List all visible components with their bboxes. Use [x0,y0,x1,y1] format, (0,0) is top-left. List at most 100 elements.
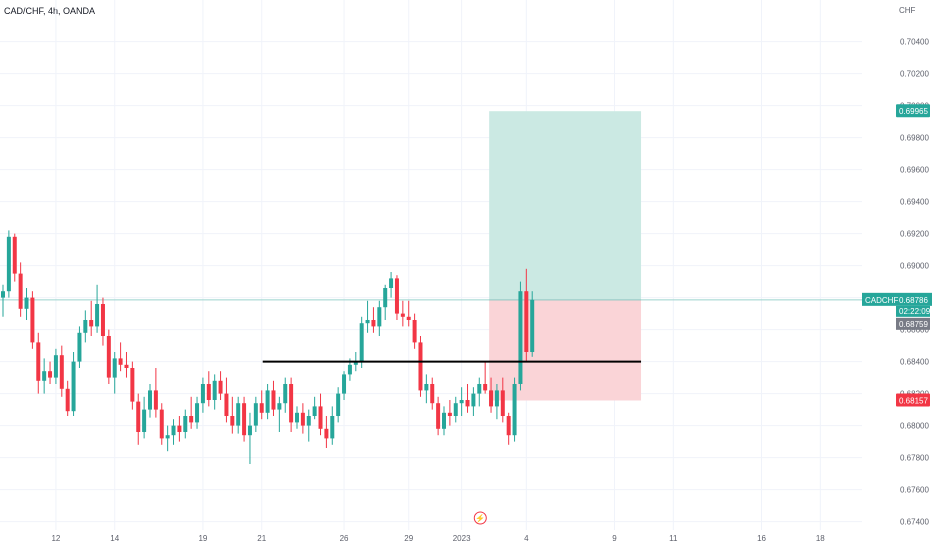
candle-body-down [12,236,17,274]
candle-body-up [148,390,152,410]
candle-body-up [42,371,47,381]
target-price-tag-bg [896,104,930,118]
candle-body-down [489,390,494,407]
candle-body-down [136,401,141,432]
candle-body-up [295,412,299,423]
candle-body-down [118,358,123,365]
candles-layer [1,230,535,464]
y-tick-label: 0.68000 [900,422,929,431]
candle-body-down [418,342,423,391]
candle-body-down [48,371,53,378]
candle-body-up [24,297,29,309]
countdown-tag-bg [896,305,930,317]
candle-body-down [100,304,105,336]
event-markers[interactable]: ⚡ [473,511,487,525]
candle-body-down [259,403,264,413]
candle-body-up [359,323,364,362]
time-axis[interactable]: 12 14 19 21 26 29 2023 4 9 11 16 18 [51,534,825,543]
candle-body-down [324,428,329,439]
grey-price-tag: 0.68759 [899,320,928,329]
grid-lines [0,0,862,530]
candle-body-up [195,403,200,423]
stop-price-tag: 0.68157 [899,396,928,405]
candle-body-up [518,291,523,384]
candle-body-up [112,358,117,378]
candle-body-up [377,307,382,327]
candle-body-down [483,384,488,391]
candle-body-up [265,390,270,413]
candle-body-down [130,368,135,402]
candle-body-up [336,393,341,416]
candle-body-up [200,384,205,404]
candle-body-up [330,416,335,439]
candle-body-up [236,403,241,426]
candle-body-down [153,390,158,410]
stop-price-tag-bg [896,393,930,407]
y-tick-label: 0.68600 [900,326,929,335]
candle-body-down [524,291,529,352]
candle-body-down [65,388,70,412]
candle-body-up [477,384,482,394]
candle-body-up [212,380,217,400]
candle-body-down [218,380,223,394]
candle-body-down [318,406,323,429]
candle-body-up [442,412,446,429]
candle-body-down [59,355,64,389]
x-tick-label: 2023 [453,534,471,543]
candle-body-down [506,416,511,436]
candle-body-up [6,236,11,292]
candle-body-up [530,299,535,352]
y-tick-label: 0.69800 [900,134,929,143]
take-profit-zone [489,111,642,300]
candle-body-up [83,320,88,333]
candle-body-down [230,416,235,426]
candle-body-down [159,409,164,439]
y-tick-label: 0.69400 [900,198,929,207]
candle-body-up [95,304,100,327]
candle-body-up [183,416,188,432]
price-axis-tags: 0.69965 CADCHF 0.68786 02:22:09 0.68759 0.681… [862,104,932,407]
candle-body-up [512,384,517,436]
candle-body-up [383,288,388,308]
candle-body-down [447,412,452,416]
candle-body-down [106,336,111,378]
candle-body-up [347,364,352,375]
candle-body-down [300,412,305,426]
candle-body-up [471,393,476,407]
candle-body-up [494,390,499,407]
y-tick-label: 0.67800 [900,454,929,463]
long-position-tool[interactable] [489,111,642,401]
candle-body-down [430,384,435,404]
candle-body-up [253,403,258,426]
x-tick-label: 18 [816,534,825,543]
candle-body-down [224,393,229,416]
x-tick-label: 26 [340,534,349,543]
x-tick-label: 11 [669,534,678,543]
y-tick-label: 0.68400 [900,358,929,367]
x-tick-label: 19 [198,534,207,543]
candle-body-up [453,403,458,416]
candle-body-up [247,425,252,436]
last-price-tag: 0.68786 [899,296,928,305]
candle-body-down [465,400,470,407]
y-tick-label: 0.69000 [900,262,929,271]
x-tick-label: 4 [524,534,529,543]
x-tick-label: 9 [612,534,617,543]
x-tick-label: 21 [257,534,266,543]
chart-title: CAD/CHF, 4h, OANDA [4,6,96,16]
candle-body-up [353,361,358,365]
y-tick-label: 0.70400 [900,38,929,47]
candle-body-up [71,361,76,412]
candle-body-up [389,278,394,288]
candle-body-down [436,403,441,429]
stop-loss-zone [489,299,642,401]
candle-body-up [171,425,176,436]
candle-body-down [177,425,182,432]
x-tick-label: 12 [51,534,60,543]
candle-body-up [53,355,58,378]
event-marker-circle [473,511,487,525]
candle-body-up [459,400,464,404]
x-tick-label: 29 [404,534,413,543]
candle-body-down [412,320,417,343]
